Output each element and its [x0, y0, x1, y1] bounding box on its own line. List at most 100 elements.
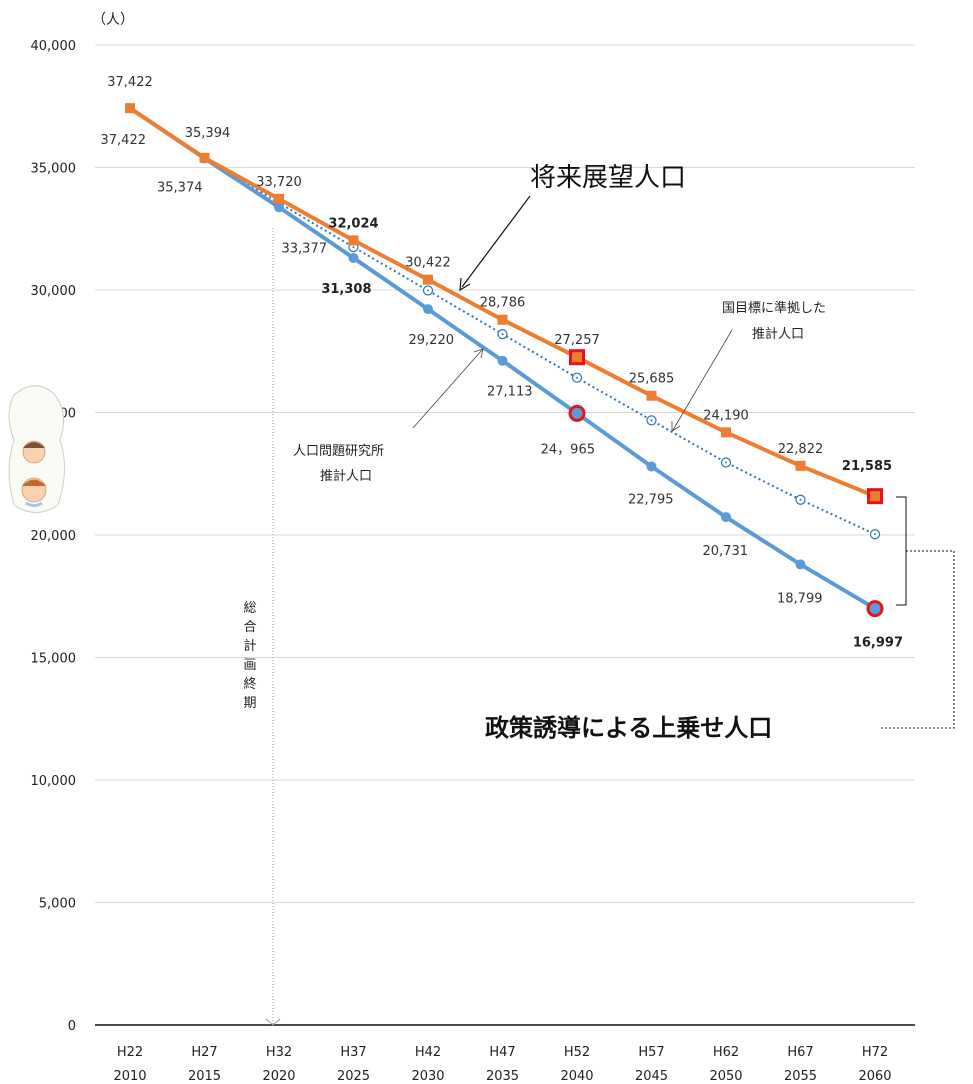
ipss-value-label: 37,422 — [101, 133, 147, 148]
x-tick-year: 2055 — [784, 1069, 817, 1084]
x-tick-era: H42 — [415, 1045, 441, 1060]
ipss-point — [348, 252, 359, 263]
national-point-dot — [650, 419, 653, 422]
ipss-annotation-line1: 人口問題研究所 — [293, 444, 384, 459]
ipss-point — [721, 512, 731, 523]
y-axis-ticks: 05,00010,00015,00020,00025,00030,00035,0… — [31, 39, 77, 1034]
plan-end-char: 終 — [243, 676, 256, 692]
ipss-point — [568, 404, 586, 422]
y-tick-label: 20,000 — [31, 529, 77, 544]
x-tick-year: 2030 — [411, 1069, 444, 1084]
vision-annotation: 将来展望人口 — [530, 163, 686, 193]
ipss-value-label: 27,113 — [487, 385, 533, 400]
x-tick-era: H32 — [266, 1045, 292, 1060]
x-tick-era: H27 — [191, 1045, 217, 1060]
national-point-dot — [799, 498, 802, 501]
ipss-annotation-line2: 推計人口 — [320, 468, 372, 484]
national-point-dot — [725, 461, 727, 464]
y-tick-label: 5,000 — [39, 897, 76, 912]
vision-point — [348, 235, 359, 246]
vision-point — [497, 314, 508, 325]
ipss-point — [497, 355, 508, 366]
vision-value-label: 37,422 — [107, 75, 153, 90]
x-tick-year: 2050 — [709, 1069, 742, 1084]
x-tick-era: H62 — [713, 1045, 739, 1060]
ipss-value-label: 18,799 — [777, 591, 823, 606]
vision-value-label: 28,786 — [480, 296, 526, 311]
x-tick-year: 2060 — [858, 1069, 891, 1084]
x-tick-year: 2040 — [560, 1069, 593, 1084]
vision-value-label: 22,822 — [778, 442, 824, 457]
x-tick-era: H22 — [117, 1045, 143, 1060]
ipss-value-label: 35,374 — [157, 180, 203, 195]
vision-point — [569, 349, 585, 366]
national-point-dot — [352, 246, 355, 249]
y-tick-label: 30,000 — [31, 284, 77, 299]
y-tick-label: 10,000 — [31, 774, 77, 789]
x-tick-year: 2015 — [188, 1069, 221, 1084]
vision-point — [646, 390, 657, 401]
x-tick-year: 2035 — [486, 1069, 519, 1084]
plan-end-char: 合 — [243, 620, 256, 635]
ipss-point — [646, 461, 657, 472]
series-markers — [125, 103, 884, 618]
ipss-value-label: 20,731 — [703, 544, 749, 559]
ipss-pointer — [412, 349, 483, 429]
vision-point — [867, 488, 883, 505]
plan-end-char: 画 — [243, 658, 256, 673]
vision-value-label: 21,585 — [842, 459, 892, 474]
x-tick-era: H47 — [489, 1045, 515, 1060]
national-point-dot — [576, 376, 578, 379]
x-tick-year: 2045 — [635, 1069, 668, 1084]
vision-value-label: 30,422 — [405, 256, 451, 271]
national-annotation-line2: 推計人口 — [752, 326, 804, 342]
x-tick-year: 2020 — [262, 1069, 295, 1084]
y-tick-label: 40,000 — [31, 39, 77, 54]
vision-value-label: 24,190 — [703, 408, 749, 423]
policy-annotation: 政策誘導による上乗せ人口 — [485, 714, 772, 742]
x-tick-era: H57 — [638, 1045, 664, 1060]
vision-point — [423, 274, 433, 285]
data-labels: 37,422 35,394 33,720 32,024 30,422 28,786 27,2… — [101, 75, 904, 650]
ipss-value-label: 16,997 — [853, 636, 903, 651]
baby-illustration — [8, 385, 66, 513]
x-tick-era: H37 — [340, 1045, 366, 1060]
vision-value-label: 32,024 — [328, 216, 378, 231]
plan-end-char: 総 — [243, 601, 256, 616]
vision-point — [721, 427, 731, 438]
x-tick-era: H52 — [564, 1045, 590, 1060]
policy-connector — [880, 550, 955, 729]
vision-value-label: 35,394 — [185, 126, 231, 141]
y-tick-label: 35,000 — [31, 162, 77, 177]
x-tick-era: H67 — [787, 1045, 813, 1060]
vision-point — [125, 103, 135, 114]
y-tick-label: 15,000 — [31, 652, 77, 667]
ipss-value-label: 31,308 — [321, 282, 371, 297]
x-axis-ticks: H22 2010 H27 2015 H32 2020 H37 2025 H42 2030 H47 20… — [113, 1045, 891, 1084]
vision-value-label: 33,720 — [256, 175, 302, 190]
y-axis-unit: （人） — [92, 12, 134, 28]
x-tick-year: 2025 — [337, 1069, 370, 1084]
national-pointer — [672, 329, 733, 431]
national-point-dot — [501, 333, 504, 336]
ipss-point — [274, 202, 284, 213]
gridlines — [95, 44, 915, 1026]
y-tick-label: 0 — [68, 1019, 76, 1034]
ipss-point — [866, 600, 884, 618]
ipss-point — [423, 304, 433, 315]
ipss-value-label: 24，965 — [541, 442, 595, 457]
vision-value-label: 27,257 — [554, 333, 600, 348]
ipss-point — [795, 559, 806, 570]
policy-bracket — [896, 496, 907, 606]
ipss-value-label: 22,795 — [628, 493, 674, 508]
plan-end-char: 期 — [243, 696, 256, 711]
ipss-value-label: 29,220 — [409, 333, 455, 348]
plan-end-char: 計 — [243, 638, 256, 654]
national-point-dot — [874, 533, 876, 536]
vision-value-label: 25,685 — [629, 372, 675, 387]
vision-point — [795, 460, 806, 471]
national-annotation-line1: 国目標に準拠した — [722, 300, 826, 316]
x-tick-year: 2010 — [113, 1069, 146, 1084]
